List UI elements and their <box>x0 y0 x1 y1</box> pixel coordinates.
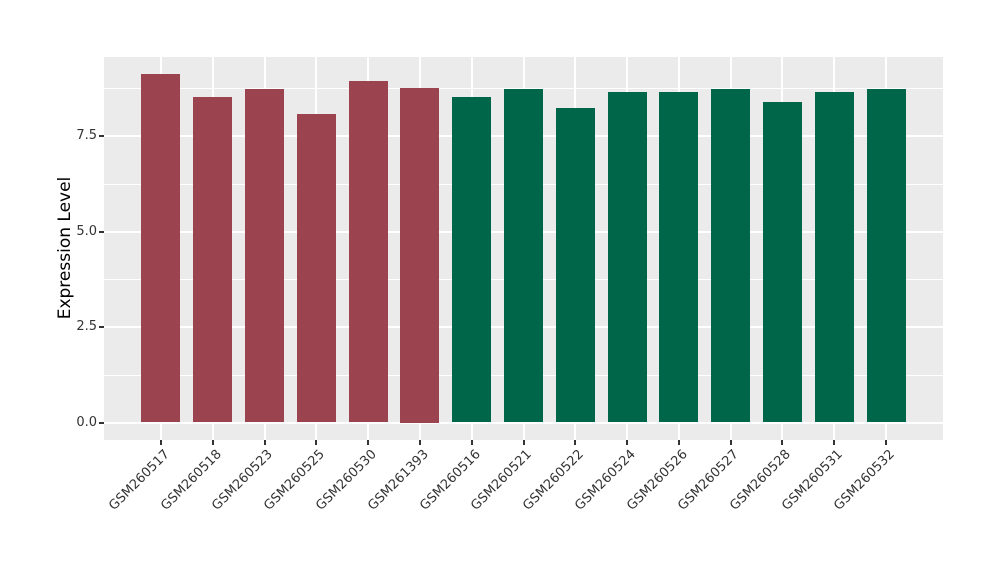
bar <box>814 91 854 423</box>
bar <box>555 108 595 423</box>
y-tick-mark <box>99 135 104 137</box>
y-tick-label: 7.5 <box>76 128 97 143</box>
bar <box>504 89 543 423</box>
x-tick-mark <box>781 440 784 445</box>
bar <box>866 89 906 423</box>
x-tick-mark <box>315 440 318 445</box>
plot-panel <box>104 57 943 440</box>
x-tick-mark <box>418 440 421 445</box>
bar <box>245 89 285 423</box>
y-tick-label: 5.0 <box>76 223 97 239</box>
bar <box>452 97 492 423</box>
x-tick-mark <box>833 440 836 445</box>
bar <box>141 73 181 423</box>
x-tick-mark <box>211 440 214 445</box>
x-tick-mark <box>367 440 370 445</box>
y-tick-mark <box>99 230 104 233</box>
x-tick-mark <box>729 440 732 445</box>
bar <box>400 88 440 423</box>
bar <box>762 102 802 423</box>
bar <box>659 92 699 423</box>
x-tick-mark <box>574 440 577 445</box>
y-tick-label: 0.0 <box>76 414 97 430</box>
y-tick-label: 2.5 <box>76 319 97 334</box>
bar <box>348 80 388 423</box>
y-tick-mark <box>99 326 104 328</box>
x-tick-mark <box>522 440 525 445</box>
y-tick-mark <box>99 421 104 424</box>
bar <box>711 89 751 423</box>
y-axis-title: Expression Level <box>55 176 75 320</box>
x-tick-mark <box>159 440 162 445</box>
bar <box>296 113 336 423</box>
bar <box>607 92 647 423</box>
x-tick-mark <box>885 440 888 445</box>
x-tick-mark <box>677 440 680 445</box>
x-tick-mark <box>626 440 629 445</box>
bar <box>193 97 233 423</box>
x-tick-mark <box>263 440 266 445</box>
x-tick-mark <box>470 440 473 445</box>
